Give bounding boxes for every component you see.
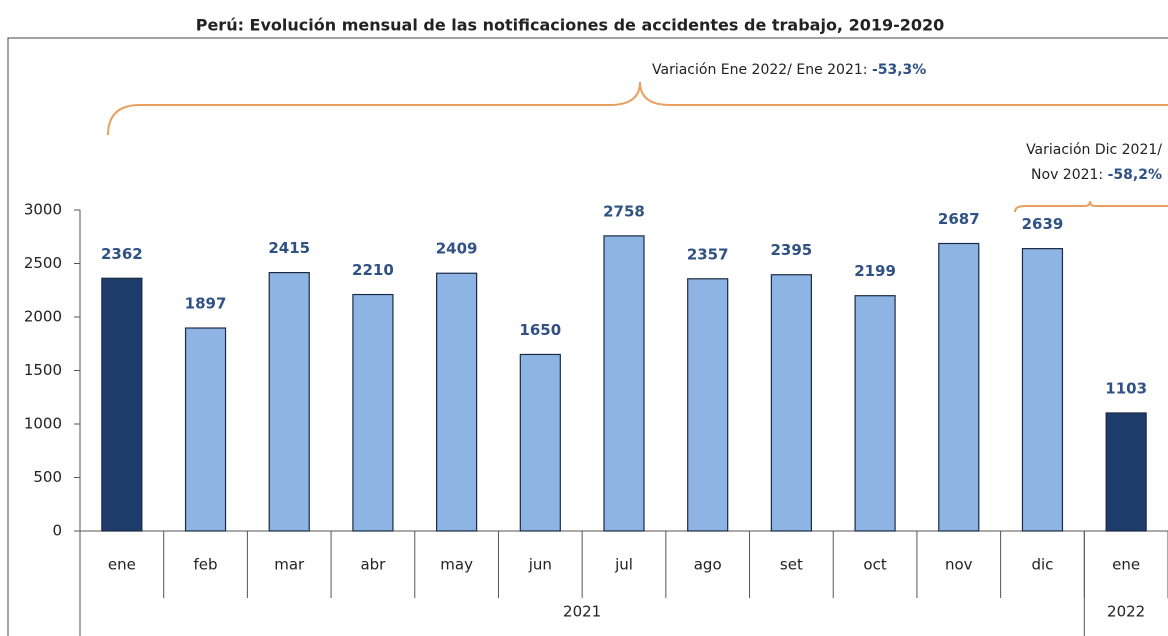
value-label: 2210 <box>352 261 394 279</box>
x-tick-label: ene <box>108 556 136 574</box>
annotation: Nov 2021: -58,2% <box>1031 167 1162 183</box>
chart-frame <box>7 37 1168 636</box>
bar <box>184 327 227 532</box>
y-tick-label: 500 <box>33 468 62 486</box>
x-tick-label: ago <box>694 556 722 574</box>
bar <box>687 278 729 532</box>
annotation: Variación Dic 2021/ <box>1026 142 1162 158</box>
y-tick-label: 3000 <box>24 201 62 219</box>
x-tick-label: mar <box>274 556 305 574</box>
x-tick-label: nov <box>945 556 973 574</box>
x-tick-label: jun <box>528 556 552 574</box>
bar <box>1021 248 1064 532</box>
brace <box>107 81 1168 136</box>
annotation: Variación Ene 2022/ Ene 2021: -53,3% <box>652 62 926 78</box>
x-tick-label: set <box>780 556 803 574</box>
value-label: 1897 <box>185 295 227 313</box>
y-tick-label: 1000 <box>24 415 62 433</box>
annotation-text: Nov 2021: <box>1031 167 1108 183</box>
bar <box>770 274 812 532</box>
value-label: 2357 <box>687 245 729 263</box>
annotation-value: -58,2% <box>1108 167 1162 183</box>
x-tick-label: abr <box>360 556 386 574</box>
x-tick-label: oct <box>863 556 886 574</box>
value-label: 2362 <box>101 245 143 263</box>
group-label: 2021 <box>563 603 601 621</box>
x-tick-label: feb <box>194 556 218 574</box>
bar <box>101 277 143 532</box>
value-label: 2199 <box>854 262 896 280</box>
bar <box>603 235 645 532</box>
y-tick-label: 2000 <box>24 308 62 326</box>
bar <box>352 293 394 532</box>
chart-title: Perú: Evolución mensual de las notificac… <box>196 16 945 35</box>
annotation-text: Variación Dic 2021/ <box>1026 142 1162 158</box>
bar <box>1105 412 1147 532</box>
annotation-text: Variación Ene 2022/ Ene 2021: <box>652 62 872 78</box>
x-tick-label: jul <box>614 556 633 574</box>
x-tick-label: ene <box>1112 556 1140 574</box>
value-label: 2415 <box>268 239 310 257</box>
group-label: 2022 <box>1107 603 1145 621</box>
bar <box>519 353 561 532</box>
value-label: 2395 <box>771 241 813 259</box>
y-tick-label: 2500 <box>24 254 62 272</box>
value-label: 2639 <box>1022 215 1064 233</box>
annotation-value: -53,3% <box>872 62 926 78</box>
y-tick-label: 0 <box>52 522 62 540</box>
bar <box>938 242 980 532</box>
value-label: 2409 <box>436 240 478 258</box>
brace <box>1014 200 1168 213</box>
x-tick-label: may <box>440 556 473 574</box>
bar <box>268 271 310 532</box>
value-label: 1650 <box>519 321 561 339</box>
value-label: 1103 <box>1105 379 1147 397</box>
y-tick-label: 1500 <box>24 361 62 379</box>
x-tick-label: dic <box>1031 556 1053 574</box>
value-label: 2687 <box>938 210 980 228</box>
bar <box>854 295 896 532</box>
bar <box>436 272 478 532</box>
value-label: 2758 <box>603 202 645 220</box>
